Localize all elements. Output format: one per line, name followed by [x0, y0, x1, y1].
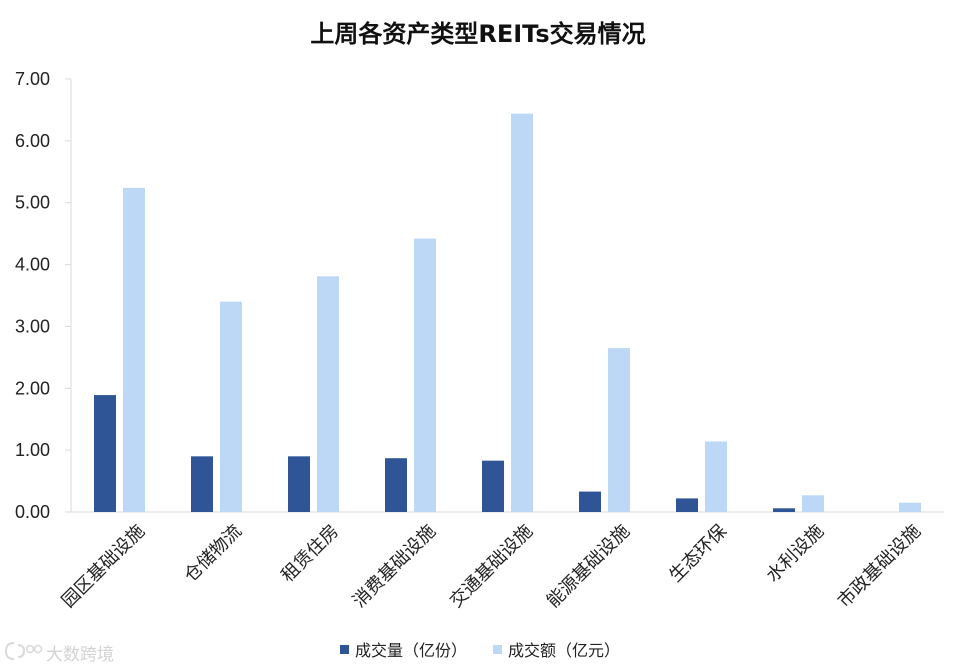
y-tick-label: 2.00 [15, 378, 50, 398]
x-tick-label: 交通基础设施 [446, 521, 537, 612]
x-tick-label: 生态环保 [665, 521, 731, 587]
watermark-text: 大数跨境 [46, 645, 114, 665]
x-tick-label: 消费基础设施 [349, 521, 440, 612]
legend-label-turnover: 成交额（亿元） [508, 641, 620, 660]
y-tick-label: 1.00 [15, 440, 50, 460]
x-tick-label: 市政基础设施 [834, 521, 925, 612]
y-tick-label: 6.00 [15, 131, 50, 151]
bar-volume-4 [482, 460, 504, 512]
bars-group [94, 113, 921, 512]
bar-turnover-7 [802, 495, 824, 512]
x-axis-labels: 园区基础设施 仓储物流 租赁住房 消费基础设施 交通基础设施 能源基础设施 生态环保 水利设施… [58, 521, 925, 612]
bar-volume-3 [385, 458, 407, 512]
y-tick-label: 5.00 [15, 193, 50, 213]
bar-volume-2 [288, 456, 310, 512]
watermark-logo-dot [25, 644, 35, 654]
bar-volume-5 [579, 491, 601, 512]
bar-turnover-5 [608, 348, 630, 512]
legend-swatch-volume [340, 645, 349, 654]
x-tick-label: 仓储物流 [180, 521, 246, 587]
y-tick-label: 4.00 [15, 255, 50, 275]
bar-turnover-8 [899, 502, 921, 512]
watermark-logo: 大数跨境 [4, 642, 114, 665]
bar-volume-6 [676, 498, 698, 512]
y-tick-label: 0.00 [15, 502, 50, 522]
chart-title: 上周各资产类型REITs交易情况 [310, 20, 645, 48]
legend: 成交量（亿份） 成交额（亿元） [340, 641, 620, 660]
x-tick-label: 能源基础设施 [543, 521, 634, 612]
bar-turnover-6 [705, 441, 727, 512]
bar-volume-0 [94, 395, 116, 512]
bar-turnover-4 [511, 113, 533, 512]
y-tick-label: 3.00 [15, 316, 50, 336]
x-tick-label: 租赁住房 [277, 521, 343, 587]
legend-label-volume: 成交量（亿份） [355, 641, 467, 660]
watermark-logo-icon [4, 642, 26, 660]
bar-turnover-1 [220, 301, 242, 512]
bar-turnover-3 [414, 238, 436, 512]
y-tick-label: 7.00 [15, 69, 50, 89]
watermark-logo-dot-2 [33, 644, 43, 654]
bar-volume-7 [773, 508, 795, 512]
y-axis: 0.00 1.00 2.00 3.00 4.00 5.00 6.00 7.00 [15, 69, 71, 522]
x-tick-label: 水利设施 [762, 521, 828, 587]
bar-turnover-0 [123, 187, 145, 512]
bar-volume-1 [191, 456, 213, 512]
x-tick-label: 园区基础设施 [58, 521, 149, 612]
bar-turnover-2 [317, 276, 339, 512]
legend-swatch-turnover [493, 645, 502, 654]
